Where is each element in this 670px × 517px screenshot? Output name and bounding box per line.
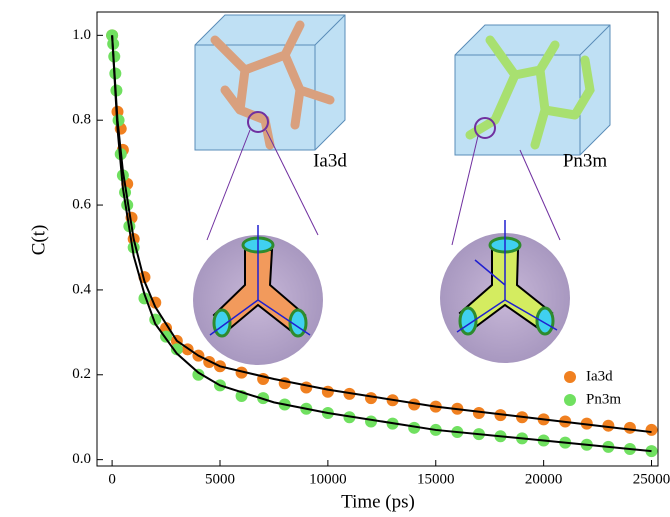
chart: Ia3d Pn3m Time (ps) C(t) 0 5000 10000 15000… — [0, 0, 670, 517]
zoom-line — [520, 150, 560, 240]
x-tick-label: 25000 — [633, 471, 670, 487]
tube-end — [537, 308, 553, 334]
x-tick-label: 20000 — [525, 471, 563, 487]
y-tick-label: 0.8 — [72, 112, 91, 128]
legend-label: Pn3m — [586, 391, 621, 407]
legend-marker — [564, 394, 576, 406]
data-point — [365, 392, 377, 404]
insets — [193, 15, 610, 365]
data-point — [322, 386, 334, 398]
y-tick-label: 0.0 — [72, 451, 91, 467]
x-tick-label: 10000 — [309, 471, 347, 487]
legend-marker — [564, 371, 576, 383]
x-tick-label: 0 — [108, 471, 116, 487]
y-tick-label: 1.0 — [72, 27, 91, 43]
y-axis-label: C(t) — [28, 225, 49, 256]
x-tick-label: 5000 — [205, 471, 235, 487]
y-tick-label: 0.2 — [72, 366, 91, 382]
inset-label: Ia3d — [313, 150, 347, 171]
x-axis-label: Time (ps) — [341, 491, 415, 512]
x-tick-label: 15000 — [417, 471, 455, 487]
inset-label: Pn3m — [563, 150, 608, 171]
data-point — [646, 424, 658, 436]
data-point — [279, 377, 291, 389]
data-point — [365, 415, 377, 427]
data-point — [300, 382, 312, 394]
data-point — [624, 422, 636, 434]
y-tick-label: 0.6 — [72, 196, 91, 212]
y-tick-label: 0.4 — [72, 281, 91, 297]
legend-label: Ia3d — [586, 368, 613, 384]
